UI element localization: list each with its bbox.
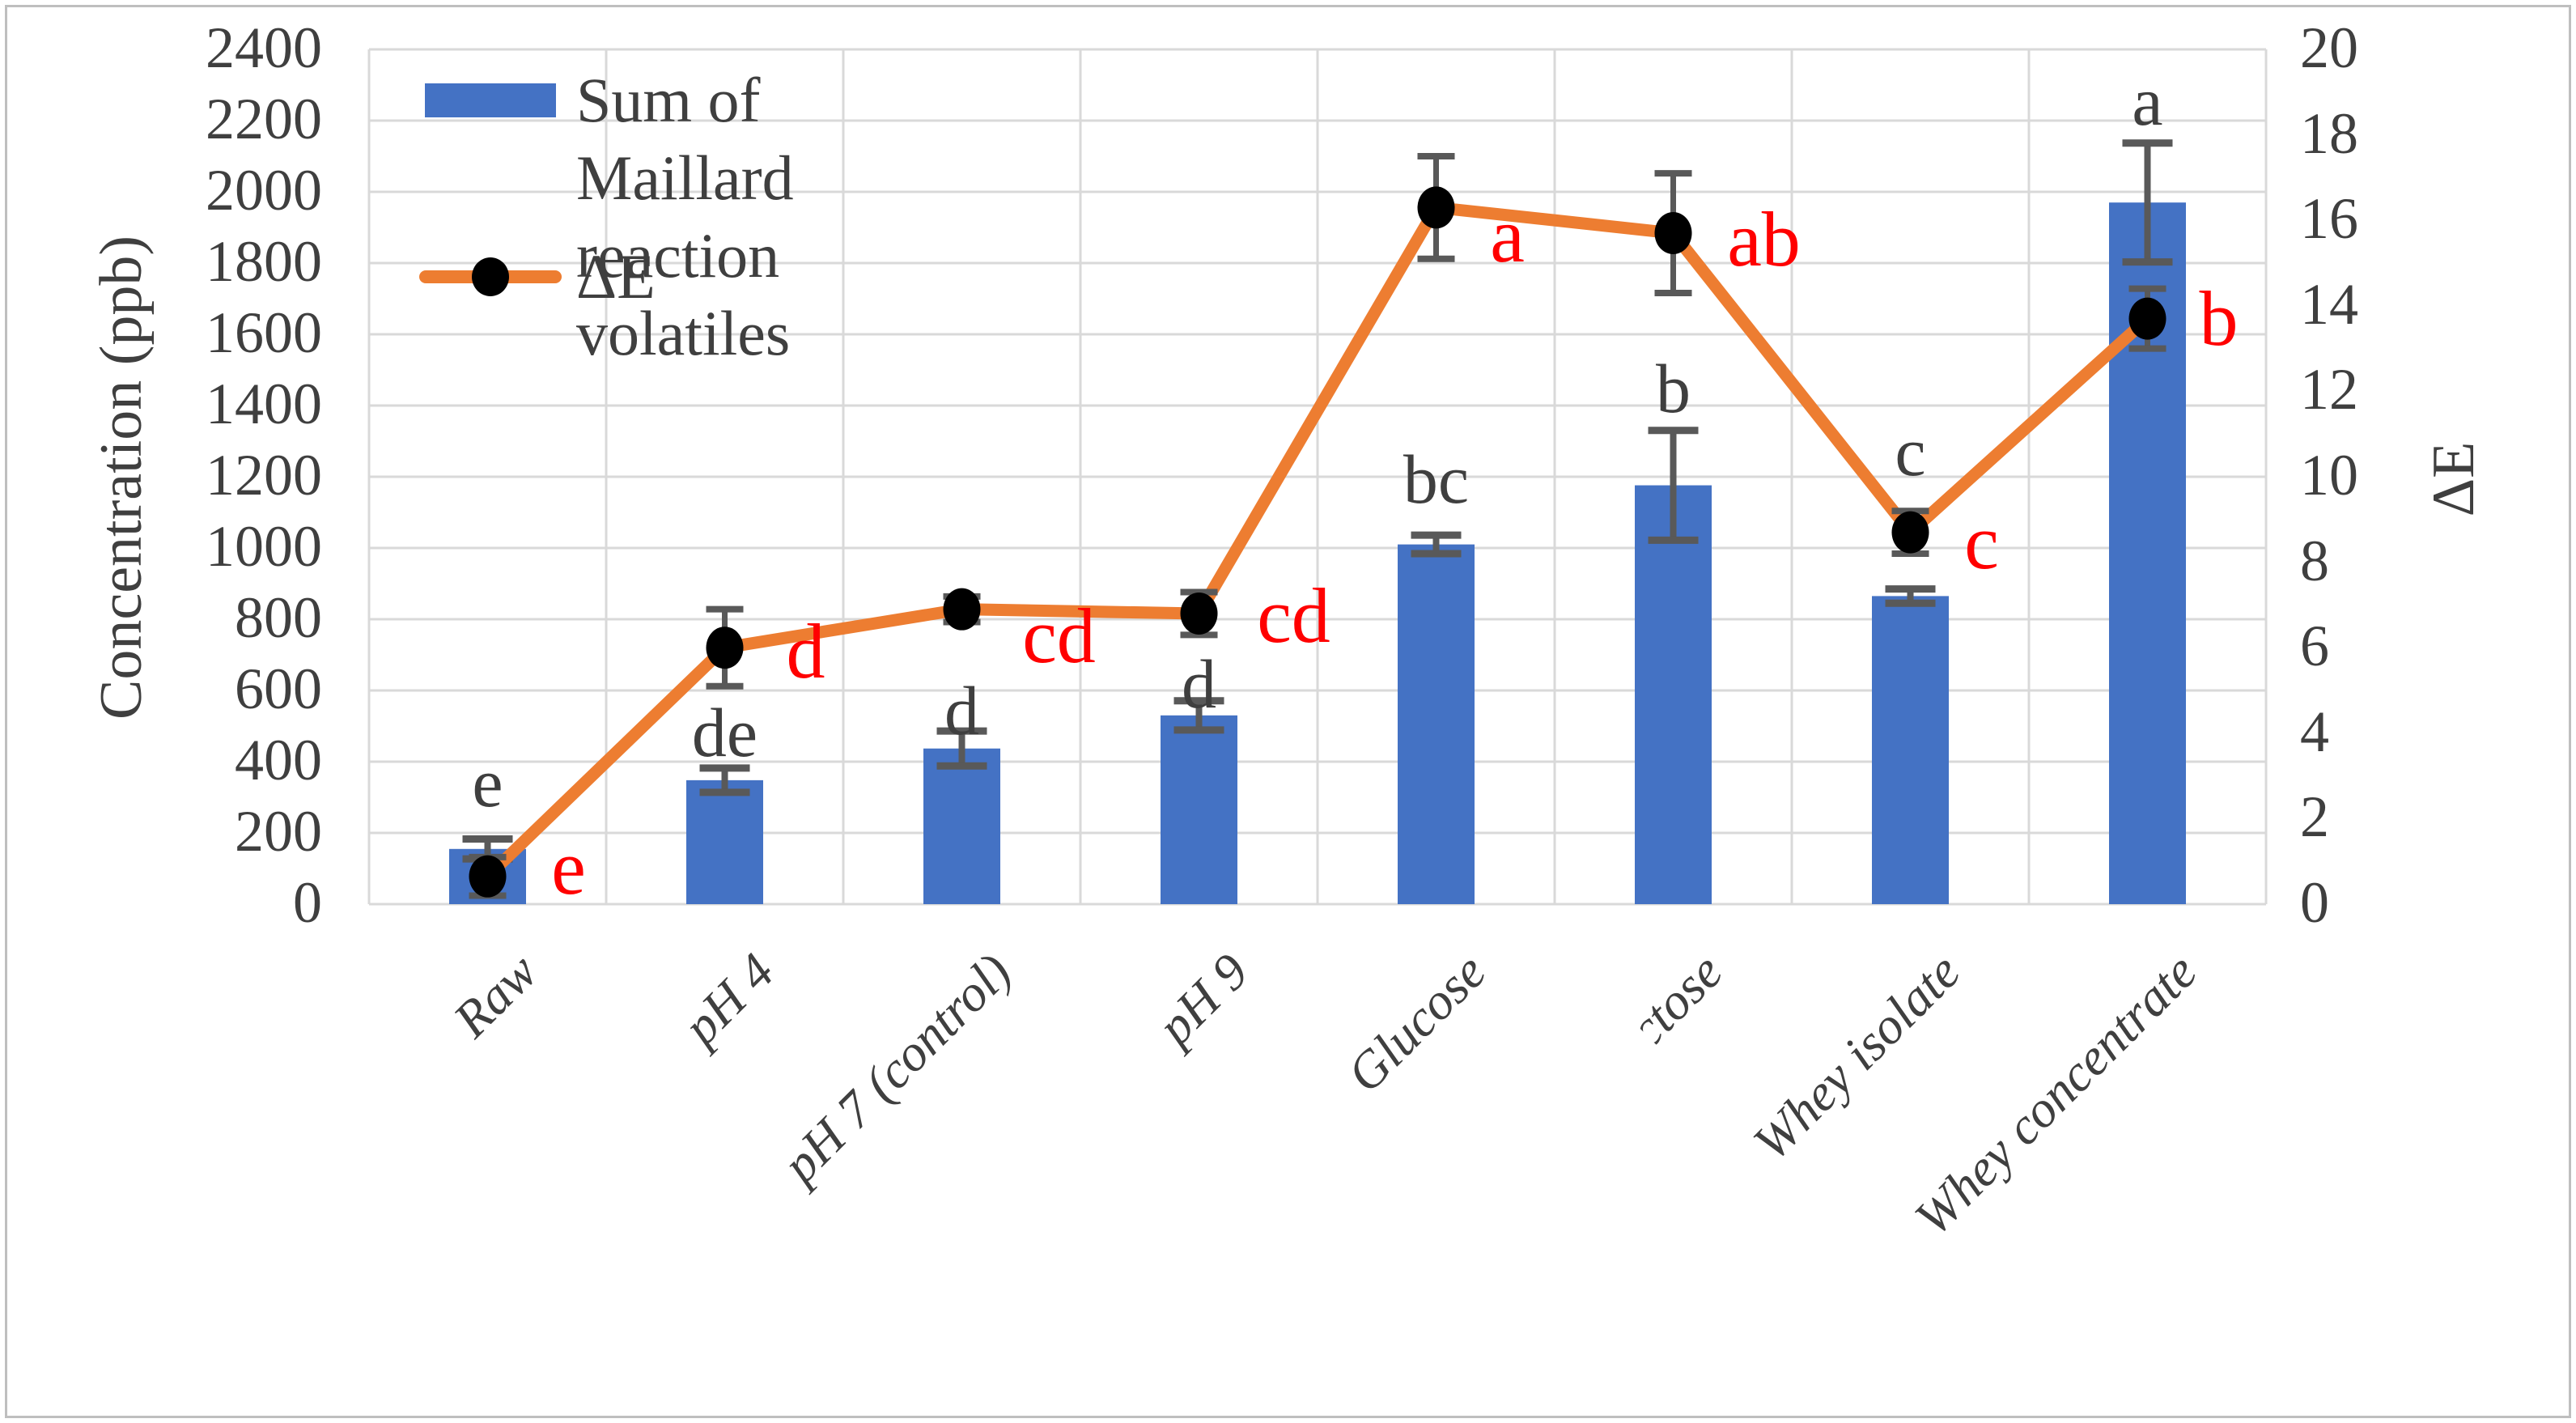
right-axis-tick: 2: [2300, 784, 2329, 850]
legend-bar-series-label: Sum of Maillard reaction volatiles: [576, 65, 794, 368]
right-axis-tick: 6: [2300, 614, 2329, 679]
bar: [1398, 544, 1475, 904]
bar-sig-letter: d: [1182, 645, 1216, 723]
right-axis-tick: 12: [2300, 357, 2358, 423]
delta-e-marker: [1654, 212, 1692, 255]
delta-e-sig-letter: cd: [1257, 571, 1330, 659]
line-series-marker-icon: [472, 257, 509, 296]
bar-sig-letter: a: [2132, 62, 2163, 140]
right-axis-title: ΔE: [2421, 441, 2487, 517]
delta-e-sig-letter: c: [1964, 498, 1999, 585]
left-axis-tick: 1600: [206, 300, 322, 365]
right-axis-tick: 16: [2300, 186, 2358, 252]
left-axis-title: Concentration (ppb): [88, 236, 155, 720]
delta-e-marker: [1417, 186, 1455, 229]
left-axis-tick: 1000: [206, 514, 322, 579]
left-axis-tick: 400: [235, 728, 322, 792]
bar-sig-letter: c: [1895, 413, 1926, 491]
left-axis-tick: 1400: [206, 372, 322, 436]
right-axis-tick: 4: [2300, 699, 2329, 764]
left-axis-tick: 2400: [206, 15, 322, 80]
delta-e-sig-letter: ab: [1727, 196, 1801, 283]
bar: [1872, 596, 1949, 904]
bar-series-swatch-icon: [425, 83, 556, 117]
delta-e-sig-letter: cd: [1022, 592, 1096, 679]
bar-sig-letter: bc: [1403, 440, 1470, 518]
left-axis-tick: 800: [235, 585, 322, 650]
left-axis-tick: 200: [235, 799, 322, 864]
left-axis-tick: 2000: [206, 158, 322, 223]
bar-sig-letter: b: [1656, 350, 1691, 427]
bar: [1635, 485, 1712, 904]
delta-e-sig-letter: e: [551, 823, 586, 911]
left-axis-tick: 1200: [206, 443, 322, 508]
left-axis-tick: 600: [235, 656, 322, 721]
bar: [686, 779, 763, 904]
right-axis-tick: 20: [2300, 15, 2358, 80]
bar-sig-letter: de: [691, 694, 758, 771]
delta-e-marker: [706, 627, 744, 669]
bar: [923, 748, 1000, 904]
left-axis-tick: 1800: [206, 229, 322, 294]
delta-e-marker: [469, 855, 507, 898]
delta-e-marker: [1891, 511, 1929, 554]
delta-e-sig-letter: b: [2199, 274, 2239, 362]
delta-e-marker: [2128, 297, 2166, 340]
right-axis-tick: 8: [2300, 528, 2329, 593]
right-axis-tick: 0: [2300, 870, 2329, 935]
left-axis-tick: 0: [293, 870, 322, 935]
delta-e-marker: [1180, 592, 1218, 635]
delta-e-sig-letter: a: [1490, 192, 1525, 279]
left-axis-tick: 2200: [206, 87, 322, 151]
delta-e-line: [482, 201, 2154, 883]
bar-sig-letter: e: [472, 744, 503, 822]
delta-e-marker: [943, 588, 981, 631]
bar-sig-letter: d: [944, 672, 979, 750]
right-axis-tick: 18: [2300, 100, 2358, 166]
right-axis-tick: 14: [2300, 271, 2358, 337]
legend-line-series-label: ΔE: [576, 241, 656, 312]
right-axis-tick: 10: [2300, 443, 2358, 508]
bar: [1161, 715, 1237, 904]
delta-e-sig-letter: d: [786, 608, 825, 695]
